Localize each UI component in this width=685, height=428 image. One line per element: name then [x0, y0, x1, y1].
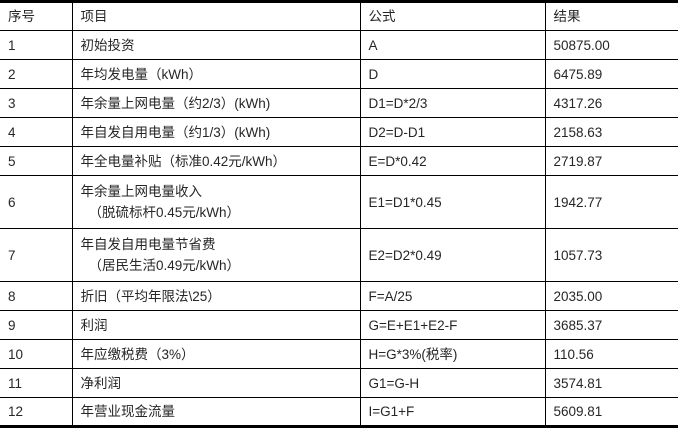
- cell-formula: A: [360, 30, 546, 60]
- cell-formula: F=A/25: [360, 281, 546, 311]
- item-line: 利润: [80, 317, 108, 333]
- table-row: 10 年应缴税费（3%） H=G*3%(税率) 110.56: [0, 339, 678, 369]
- table-row: 1 初始投资 A 50875.00: [0, 30, 678, 60]
- cell-item: 年应缴税费（3%）: [72, 339, 361, 369]
- cell-seq: 1: [0, 30, 73, 60]
- item-line: 净利润: [80, 375, 122, 391]
- header-cell-result: 结果: [545, 1, 678, 31]
- cell-item: 年自发自用电量节省费 （居民生活0.49元/kWh）: [72, 228, 361, 282]
- item-line: 年应缴税费（3%）: [80, 346, 195, 362]
- cell-item: 年均发电量（kWh）: [72, 59, 361, 89]
- header-cell-seq: 序号: [0, 1, 73, 31]
- cell-item: 利润: [72, 310, 361, 340]
- table-header-row: 序号 项目 公式 结果: [0, 1, 678, 31]
- cell-result: 2158.63: [545, 117, 678, 147]
- cell-item: 初始投资: [72, 30, 361, 60]
- cell-seq: 6: [0, 175, 73, 229]
- table-row: 3 年余量上网电量（约2/3）(kWh) D1=D*2/3 4317.26: [0, 88, 678, 118]
- cell-seq: 4: [0, 117, 73, 147]
- cell-result: 3685.37: [545, 310, 678, 340]
- table-row: 5 年全电量补贴（标准0.42元/kWh） E=D*0.42 2719.87: [0, 146, 678, 176]
- item-line: 年自发自用电量（约1/3）(kWh): [80, 124, 271, 140]
- cell-result: 110.56: [545, 339, 678, 369]
- cell-seq: 7: [0, 228, 73, 282]
- cell-formula: D2=D-D1: [360, 117, 546, 147]
- cell-item: 净利润: [72, 368, 361, 398]
- header-cell-formula: 公式: [360, 1, 546, 31]
- cell-formula: I=G1+F: [360, 397, 546, 427]
- cell-item: 年余量上网电量（约2/3）(kWh): [72, 88, 361, 118]
- table-row: 8 折旧（平均年限法\25） F=A/25 2035.00: [0, 281, 678, 311]
- cell-item: 折旧（平均年限法\25）: [72, 281, 361, 311]
- cell-formula: D: [360, 59, 546, 89]
- item-line: 年余量上网电量收入: [80, 184, 203, 199]
- cell-seq: 9: [0, 310, 73, 340]
- cell-formula: E=D*0.42: [360, 146, 546, 176]
- header-cell-item: 项目: [72, 1, 361, 31]
- item-line: （居民生活0.49元/kWh）: [88, 258, 241, 273]
- table-row: 9 利润 G=E+E1+E2-F 3685.37: [0, 310, 678, 340]
- item-line: 年自发自用电量节省费: [80, 237, 216, 252]
- cell-seq: 12: [0, 397, 73, 427]
- cell-result: 3574.81: [545, 368, 678, 398]
- item-line: 初始投资: [80, 37, 135, 53]
- item-line: 年全电量补贴（标准0.42元/kWh）: [80, 153, 287, 169]
- cell-result: 2719.87: [545, 146, 678, 176]
- cell-formula: E2=D2*0.49: [360, 228, 546, 282]
- cell-item: 年自发自用电量（约1/3）(kWh): [72, 117, 361, 147]
- cell-formula: D1=D*2/3: [360, 88, 546, 118]
- table-row: 7 年自发自用电量节省费 （居民生活0.49元/kWh） E2=D2*0.49 …: [0, 228, 678, 282]
- table-row: 4 年自发自用电量（约1/3）(kWh) D2=D-D1 2158.63: [0, 117, 678, 147]
- cell-seq: 11: [0, 368, 73, 398]
- cell-result: 4317.26: [545, 88, 678, 118]
- item-line: 年均发电量（kWh）: [80, 66, 203, 82]
- cell-result: 50875.00: [545, 30, 678, 60]
- cell-seq: 10: [0, 339, 73, 369]
- cell-result: 6475.89: [545, 59, 678, 89]
- table-row: 12 年营业现金流量 I=G1+F 5609.81: [0, 397, 678, 427]
- item-line: 年余量上网电量（约2/3）(kWh): [80, 95, 271, 111]
- table-row: 2 年均发电量（kWh） D 6475.89: [0, 59, 678, 89]
- cell-formula: G=E+E1+E2-F: [360, 310, 546, 340]
- cell-item: 年余量上网电量收入 （脱硫标杆0.45元/kWh）: [72, 175, 361, 229]
- cell-result: 1057.73: [545, 228, 678, 282]
- item-line: 折旧（平均年限法\25）: [80, 288, 221, 304]
- cell-formula: H=G*3%(税率): [360, 339, 546, 369]
- cell-seq: 2: [0, 59, 73, 89]
- cell-seq: 5: [0, 146, 73, 176]
- cell-seq: 3: [0, 88, 73, 118]
- table-row: 6 年余量上网电量收入 （脱硫标杆0.45元/kWh） E1=D1*0.45 1…: [0, 175, 678, 229]
- table-row: 11 净利润 G1=G-H 3574.81: [0, 368, 678, 398]
- cell-result: 2035.00: [545, 281, 678, 311]
- cell-item: 年营业现金流量: [72, 397, 361, 427]
- cell-result: 5609.81: [553, 404, 603, 419]
- cell-formula: G1=G-H: [360, 368, 546, 398]
- cell-formula: E1=D1*0.45: [360, 175, 546, 229]
- cell-result: 1942.77: [545, 175, 678, 229]
- cell-seq: 8: [0, 281, 73, 311]
- item-line: 年营业现金流量: [80, 404, 176, 419]
- cell-item: 年全电量补贴（标准0.42元/kWh）: [72, 146, 361, 176]
- item-line: （脱硫标杆0.45元/kWh）: [88, 205, 241, 220]
